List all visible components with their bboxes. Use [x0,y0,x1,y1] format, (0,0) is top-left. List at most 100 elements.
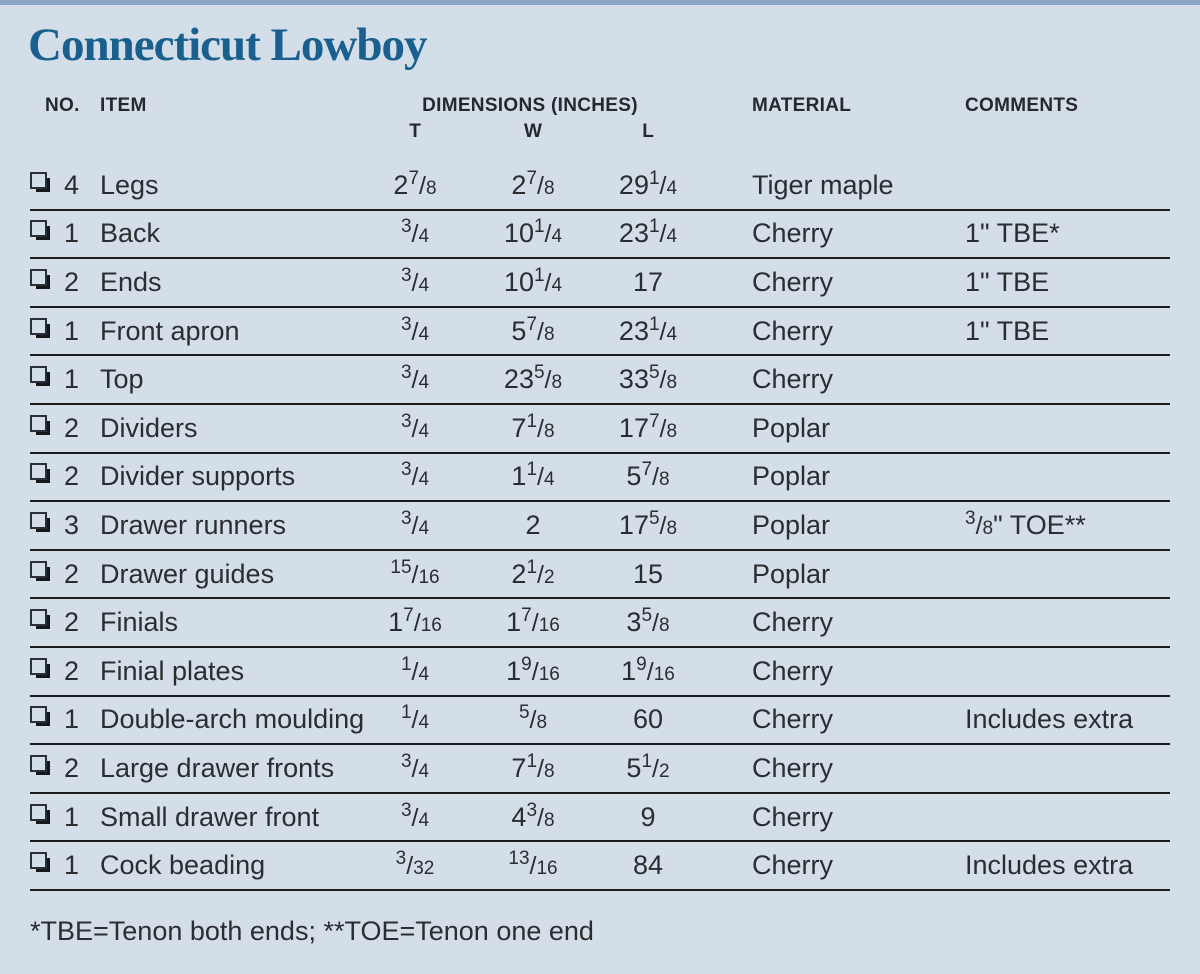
qty-cell: 2 [64,266,80,297]
qty-cell: 1 [64,704,80,735]
material-cell: Cherry [752,218,834,249]
thickness-cell: 3/4 [400,750,430,783]
table-row: 3 Drawer runners 3/4 2 175/8 Poplar 3/8" TOE** [30,502,1170,551]
table-row: 1 Front apron 3/4 57/8 231/4 Cherry 1" TBE [30,308,1170,357]
item-cell: Dividers [100,412,198,443]
comments-cell: 3/8" TOE** [965,507,1086,540]
comments-cell: Includes extra [965,850,1134,881]
column-header-thickness: T [409,121,421,142]
table-row: 2 Finials 17/16 17/16 35/8 Cherry [30,599,1170,648]
thickness-cell: 3/4 [400,362,430,395]
material-cell: Cherry [752,704,834,735]
thickness-cell: 15/16 [390,556,440,589]
thickness-cell: 3/4 [400,410,430,443]
thickness-cell: 3/4 [400,264,430,297]
material-cell: Cherry [752,607,834,638]
width-cell: 17/16 [506,605,560,638]
checkbox-icon [30,559,64,590]
item-cell: Drawer guides [100,558,275,589]
width-cell: 21/2 [511,556,555,589]
column-header-comments: COMMENTS [965,95,1079,116]
column-header-material: MATERIAL [752,95,852,116]
thickness-cell: 3/4 [400,507,430,540]
width-cell: 19/16 [506,653,560,686]
table-row: 1 Cock beading 3/32 13/16 84 Cherry Includes e… [30,842,1170,891]
item-cell: Finial plates [100,655,245,686]
comments-cell: 1" TBE* [965,218,1060,249]
checkbox-icon [30,267,64,298]
width-cell: 5/8 [518,702,548,735]
item-cell: Back [100,218,161,249]
qty-cell: 1 [64,364,80,395]
width-cell: 235/8 [503,362,563,395]
length-cell: 9 [640,801,656,832]
item-cell: Ends [100,266,162,297]
thickness-cell: 1/4 [400,653,430,686]
qty-cell: 2 [64,655,80,686]
table-row: 1 Top 3/4 235/8 335/8 Cherry [30,356,1170,405]
parts-table: 4 Legs 27/8 27/8 291/4 Tiger maple 1 Back 3/4 101… [30,162,1170,891]
checkbox-icon [30,510,64,541]
length-cell: 60 [632,704,664,735]
material-cell: Cherry [752,315,834,346]
table-row: 1 Back 3/4 101/4 231/4 Cherry 1" TBE* [30,211,1170,260]
length-cell: 19/16 [621,653,675,686]
qty-cell: 2 [64,752,80,783]
thickness-cell: 3/4 [400,313,430,346]
width-cell: 71/8 [511,410,555,443]
qty-cell: 1 [64,850,80,881]
width-cell: 13/16 [508,848,558,881]
qty-cell: 2 [64,558,80,589]
item-cell: Top [100,364,144,395]
checkbox-icon [30,364,64,395]
material-cell: Poplar [752,412,831,443]
width-cell: 101/4 [503,216,563,249]
length-cell: 57/8 [626,459,670,492]
material-cell: Cherry [752,364,834,395]
length-cell: 291/4 [618,167,678,200]
length-cell: 335/8 [618,362,678,395]
width-cell: 101/4 [503,264,563,297]
column-header-dimensions: DIMENSIONS (INCHES) [422,95,638,116]
thickness-cell: 3/4 [400,459,430,492]
material-cell: Cherry [752,266,834,297]
length-cell: 175/8 [618,507,678,540]
comments-cell: Includes extra [965,704,1134,735]
length-cell: 84 [632,850,664,881]
checkbox-icon [30,170,64,201]
length-cell: 15 [632,558,664,589]
material-cell: Poplar [752,558,831,589]
checkbox-icon [30,607,64,638]
checkbox-icon [30,316,64,347]
length-cell: 177/8 [618,410,678,443]
item-cell: Front apron [100,315,240,346]
qty-cell: 2 [64,412,80,443]
width-cell: 27/8 [511,167,555,200]
material-cell: Poplar [752,461,831,492]
column-header-no: NO. [45,95,80,116]
checkbox-icon [30,413,64,444]
width-cell: 71/8 [511,750,555,783]
item-cell: Finials [100,607,179,638]
column-header-length: L [642,121,654,142]
material-cell: Cherry [752,655,834,686]
length-cell: 231/4 [618,313,678,346]
width-cell: 43/8 [511,799,555,832]
material-cell: Cherry [752,752,834,783]
item-cell: Double-arch moulding [100,704,365,735]
table-row: 2 Divider supports 3/4 11/4 57/8 Poplar [30,454,1170,503]
length-cell: 231/4 [618,216,678,249]
checkbox-icon [30,461,64,492]
qty-cell: 2 [64,461,80,492]
footnote: *TBE=Tenon both ends; **TOE=Tenon one en… [30,916,594,946]
thickness-cell: 27/8 [393,167,437,200]
length-cell: 17 [632,266,664,297]
checkbox-icon [30,218,64,249]
top-accent-bar [0,0,1200,5]
material-cell: Cherry [752,801,834,832]
width-cell: 57/8 [511,313,555,346]
column-header-width: W [524,121,542,142]
table-row: 2 Drawer guides 15/16 21/2 15 Poplar [30,551,1170,600]
thickness-cell: 3/4 [400,216,430,249]
